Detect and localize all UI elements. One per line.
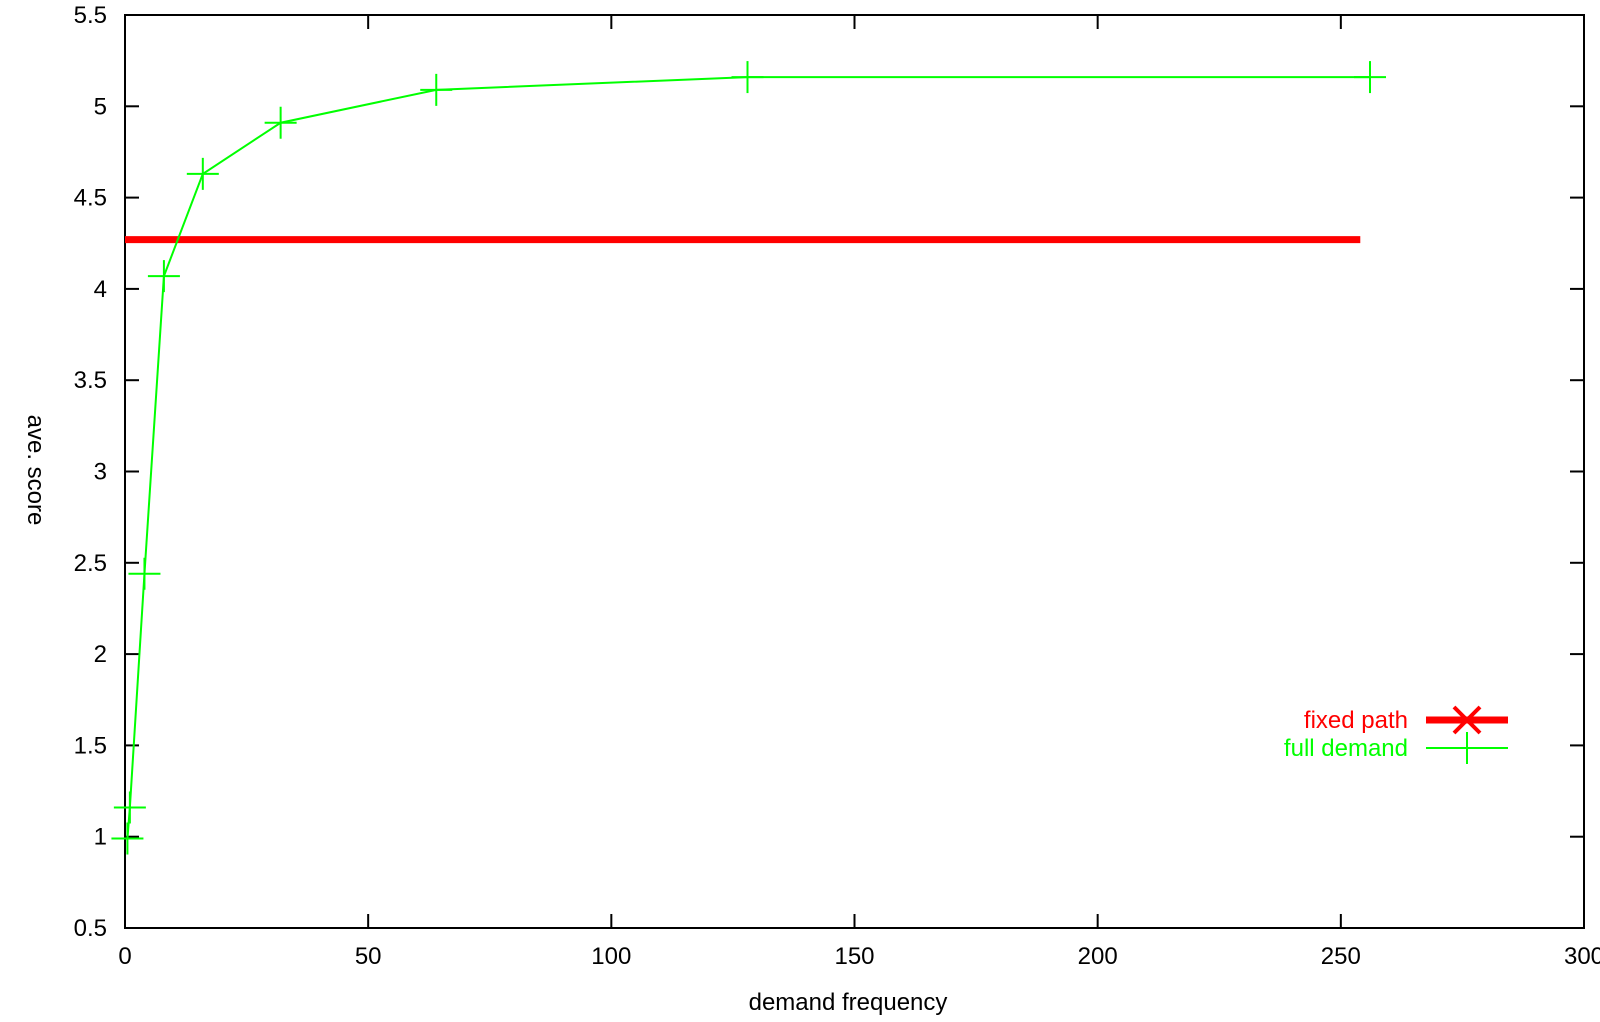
series-full-demand <box>111 61 1387 855</box>
data-point-full-demand <box>264 106 297 139</box>
legend-marker-x <box>1452 705 1482 735</box>
y-tick-label: 5.5 <box>74 2 107 29</box>
data-point-full-demand <box>186 157 219 190</box>
x-axis-title: demand frequency <box>749 989 948 1016</box>
series-layer <box>111 61 1387 855</box>
legend-label-full-demand: full demand <box>1284 735 1408 762</box>
x-tick-label: 0 <box>118 943 131 970</box>
x-tick-label: 150 <box>834 943 874 970</box>
y-tick-label: 3.5 <box>74 367 107 394</box>
series-line-full-demand <box>126 76 1371 839</box>
data-point-full-demand <box>147 260 180 293</box>
legend-label-fixed-path: fixed path <box>1304 707 1408 734</box>
y-tick-label: 4 <box>94 276 107 303</box>
y-tick-label: 4.5 <box>74 185 107 212</box>
x-tick-label: 300 <box>1564 943 1600 970</box>
x-tick-label: 50 <box>355 943 382 970</box>
data-point-full-demand <box>113 791 146 824</box>
y-axis-title: ave. score <box>22 415 49 526</box>
x-tick-label: 250 <box>1321 943 1361 970</box>
y-tick-label: 1.5 <box>74 732 107 759</box>
y-tick-label: 0.5 <box>74 915 107 942</box>
data-point-full-demand <box>731 61 764 94</box>
y-tick-label: 3 <box>94 459 107 486</box>
data-point-full-demand <box>420 73 453 106</box>
x-tick-label: 100 <box>591 943 631 970</box>
y-tick-label: 2 <box>94 641 107 668</box>
data-point-full-demand <box>1354 61 1387 94</box>
x-axis-ticks: 0 50 100 150 200 250 300 <box>118 15 1600 970</box>
y-tick-label: 1 <box>94 824 107 851</box>
plot-frame <box>124 14 1585 929</box>
x-tick-label: 200 <box>1078 943 1118 970</box>
y-tick-label: 2.5 <box>74 550 107 577</box>
y-axis-ticks: 0.5 1 1.5 2 2.5 3 3.5 4 4.5 5 5.5 <box>74 2 1584 942</box>
y-tick-label: 5 <box>94 93 107 120</box>
data-point-full-demand <box>128 557 161 590</box>
plot-border <box>124 14 1585 929</box>
data-point-full-demand <box>111 822 144 855</box>
